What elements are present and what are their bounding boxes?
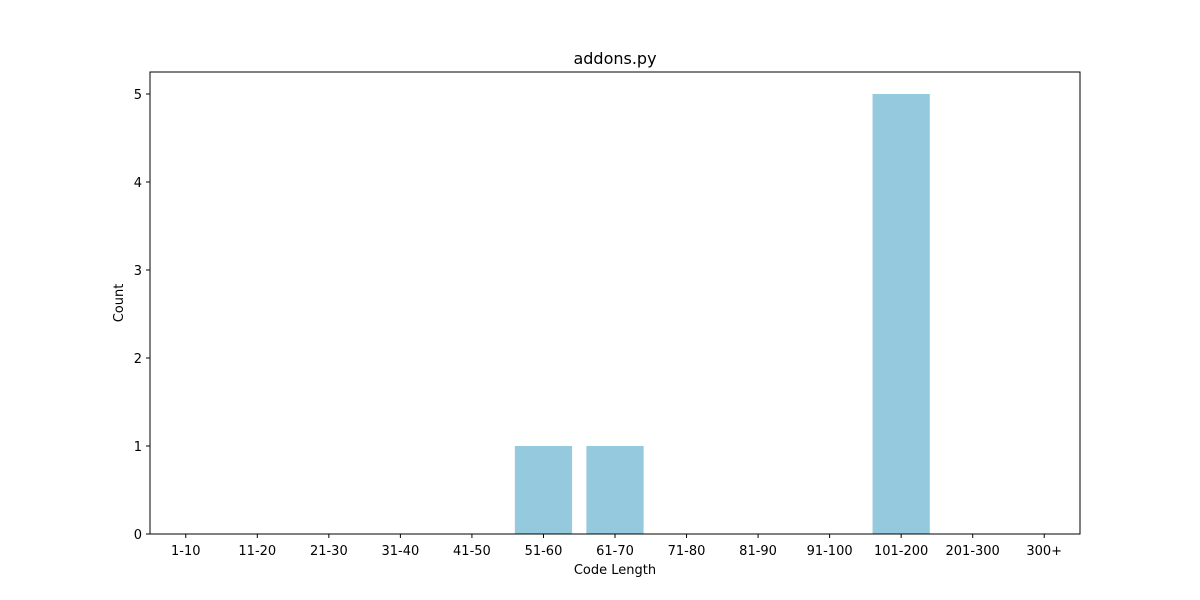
chart-title: addons.py bbox=[573, 49, 656, 68]
bar-61-70 bbox=[586, 446, 644, 534]
x-tick-label: 31-40 bbox=[381, 544, 419, 559]
plot-frame bbox=[149, 71, 1081, 535]
x-tick-label: 41-50 bbox=[453, 544, 491, 559]
x-tick-label: 101-200 bbox=[874, 544, 928, 559]
y-tick-label: 3 bbox=[134, 264, 142, 279]
y-tick-label: 5 bbox=[134, 88, 142, 103]
x-tick-label: 51-60 bbox=[525, 544, 563, 559]
x-tick-label: 300+ bbox=[1026, 544, 1062, 559]
x-tick-label: 201-300 bbox=[946, 544, 1000, 559]
x-tick-label: 91-100 bbox=[807, 544, 853, 559]
x-tick-label: 11-20 bbox=[238, 544, 276, 559]
x-tick-label: 21-30 bbox=[310, 544, 348, 559]
y-tick-label: 2 bbox=[134, 352, 142, 367]
x-tick-label: 1-10 bbox=[171, 544, 201, 559]
x-tick-label: 81-90 bbox=[739, 544, 777, 559]
x-axis-ticks: 1-10 11-20 21-30 31-40 41-50 51-60 61-70 71-80 8… bbox=[171, 534, 1062, 559]
y-tick-label: 0 bbox=[134, 528, 142, 543]
x-tick-label: 61-70 bbox=[596, 544, 634, 559]
y-tick-label: 1 bbox=[134, 440, 142, 455]
y-tick-label: 4 bbox=[134, 176, 142, 191]
bar-51-60 bbox=[514, 446, 573, 534]
y-axis-title: Count bbox=[112, 284, 127, 323]
bar-101-200 bbox=[872, 94, 930, 534]
y-axis-ticks: 0 1 2 3 4 5 bbox=[134, 88, 150, 543]
x-tick-label: 71-80 bbox=[668, 544, 706, 559]
bars-group bbox=[514, 94, 930, 534]
x-axis-title: Code Length bbox=[574, 563, 656, 578]
